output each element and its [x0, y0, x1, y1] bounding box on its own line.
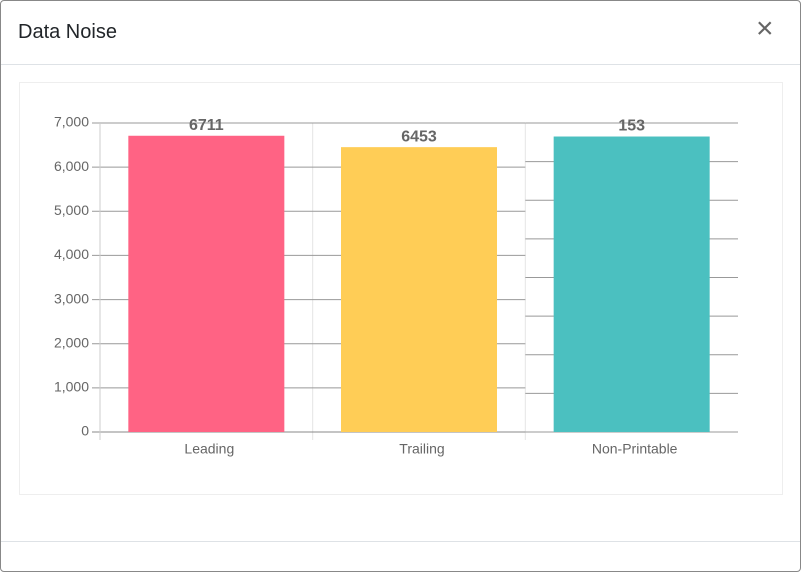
bar — [553, 136, 710, 433]
y-tick-label: 2,000 — [54, 334, 89, 350]
value-label: 6711 — [189, 117, 224, 134]
y-tick-label: 0 — [81, 423, 89, 439]
y-tick-label: 1,000 — [54, 379, 89, 395]
x-tick-label: Leading — [184, 441, 234, 457]
modal-footer — [1, 541, 800, 542]
modal-title: Data Noise — [18, 21, 117, 43]
y-tick-label: 4,000 — [54, 246, 89, 262]
y-tick-label: 5,000 — [54, 202, 89, 218]
chart-card — [19, 82, 783, 495]
y-tick-label: 7,000 — [54, 114, 89, 130]
y-tick-label: 3,000 — [54, 290, 89, 306]
x-tick-label: Trailing — [399, 441, 444, 457]
bar — [128, 135, 285, 433]
value-label: 153 — [618, 118, 645, 135]
bar — [341, 147, 497, 432]
value-label: 6453 — [401, 128, 437, 145]
x-tick-label: Non-Printable — [592, 441, 678, 457]
y-tick-label: 6,000 — [54, 158, 89, 174]
close-button[interactable]: × — [756, 12, 774, 45]
modal-header: Data Noise × — [1, 1, 800, 65]
